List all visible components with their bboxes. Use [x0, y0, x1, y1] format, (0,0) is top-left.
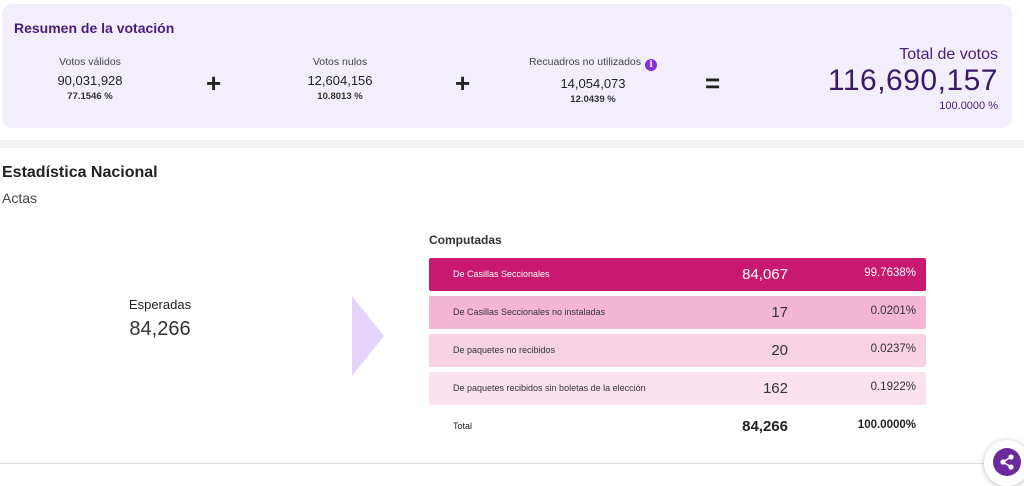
row-name: Total: [453, 421, 473, 431]
row-name: De paquetes no recibidos: [453, 345, 556, 355]
stat-label: Recuadros no utilizados i: [498, 56, 688, 71]
total-value: 116,690,157: [827, 64, 998, 97]
computadas-table: De Casillas Seccionales 84,067 99.7638% …: [429, 258, 926, 448]
computadas-title: Computadas: [429, 233, 502, 247]
stat-votos-validos: Votos válidos 90,031,928 77.1546 %: [10, 56, 170, 102]
row-percentage: 100.0000%: [857, 419, 916, 431]
equals-icon: =: [705, 68, 721, 98]
stat-percentage: 77.1546 %: [67, 91, 113, 102]
table-row: De Casillas Seccionales no instaladas 17…: [429, 296, 926, 329]
stat-percentage: 12.0439 %: [570, 94, 616, 105]
chevron-right-icon: [352, 296, 384, 376]
stat-value: 14,054,073: [560, 76, 626, 91]
table-row: De paquetes recibidos sin boletas de la …: [429, 372, 926, 405]
bottom-divider: [0, 463, 990, 464]
plus-icon: +: [455, 68, 471, 98]
row-percentage: 0.0237%: [870, 343, 916, 355]
plus-icon: +: [206, 68, 222, 98]
row-name: De paquetes recibidos sin boletas de la …: [453, 383, 646, 393]
row-name: De Casillas Seccionales no instaladas: [453, 307, 606, 317]
stat-value: 12,604,156: [307, 73, 373, 88]
vote-summary-card: Resumen de la votación Votos válidos 90,…: [2, 4, 1012, 128]
row-value: 20: [771, 342, 788, 359]
share-icon-background: [993, 448, 1021, 476]
total-votos: Total de votos 116,690,157 100.0000 %: [828, 46, 998, 112]
esperadas-label: Esperadas: [128, 297, 192, 312]
share-button[interactable]: [984, 440, 1024, 486]
stat-value: 90,031,928: [57, 73, 123, 88]
row-percentage: 0.1922%: [870, 381, 916, 393]
summary-title: Resumen de la votación: [14, 20, 175, 36]
stat-recuadros-no-utilizados: Recuadros no utilizados i 14,054,073 12.0…: [498, 56, 688, 105]
row-percentage: 0.0201%: [870, 305, 916, 317]
section-subtitle: Actas: [2, 190, 38, 206]
row-value: 84,266: [742, 418, 788, 435]
row-percentage: 99.7638%: [864, 267, 916, 279]
row-value: 162: [762, 380, 788, 397]
actas-esperadas: Esperadas 84,266: [80, 297, 240, 341]
share-icon: [1000, 454, 1014, 470]
table-row: De Casillas Seccionales 84,067 99.7638%: [429, 258, 926, 291]
esperadas-value: 84,266: [129, 318, 191, 340]
stat-label: Votos válidos: [59, 56, 121, 68]
total-percentage: 100.0000 %: [939, 100, 998, 112]
table-row: De paquetes no recibidos 20 0.0237%: [429, 334, 926, 367]
row-name: De Casillas Seccionales: [453, 269, 550, 279]
row-value: 84,067: [742, 266, 788, 283]
info-icon[interactable]: i: [645, 59, 658, 71]
section-divider: [0, 140, 1024, 148]
row-value: 17: [771, 304, 788, 321]
section-title: Estadística Nacional: [2, 164, 158, 181]
total-label: Total de votos: [899, 46, 998, 63]
stat-label: Votos nulos: [312, 56, 368, 68]
total-row: Total 84,266 100.0000%: [429, 410, 926, 443]
stat-percentage: 10.8013 %: [317, 91, 363, 102]
stat-votos-nulos: Votos nulos 12,604,156 10.8013 %: [260, 56, 420, 102]
stat-label-text: Recuadros no utilizados: [528, 56, 642, 68]
